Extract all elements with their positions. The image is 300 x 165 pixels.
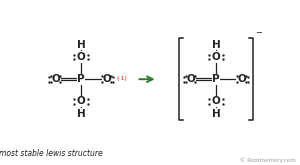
Text: H: H	[212, 40, 220, 50]
Text: (-1): (-1)	[116, 76, 127, 81]
Text: H: H	[76, 40, 85, 50]
Text: O: O	[51, 74, 60, 84]
Text: P: P	[212, 74, 220, 84]
Text: © Rootmemory.com: © Rootmemory.com	[240, 158, 296, 163]
Text: H: H	[212, 109, 220, 119]
Text: P: P	[77, 74, 85, 84]
Text: most stable lewis structure: most stable lewis structure	[0, 149, 103, 158]
Text: O: O	[186, 74, 195, 84]
Text: O: O	[76, 52, 85, 62]
Text: O: O	[237, 74, 246, 84]
Text: O: O	[212, 97, 220, 106]
Text: −: −	[255, 28, 262, 37]
Text: H: H	[76, 109, 85, 119]
Text: O: O	[76, 97, 85, 106]
Text: O: O	[102, 74, 111, 84]
Text: O: O	[212, 52, 220, 62]
